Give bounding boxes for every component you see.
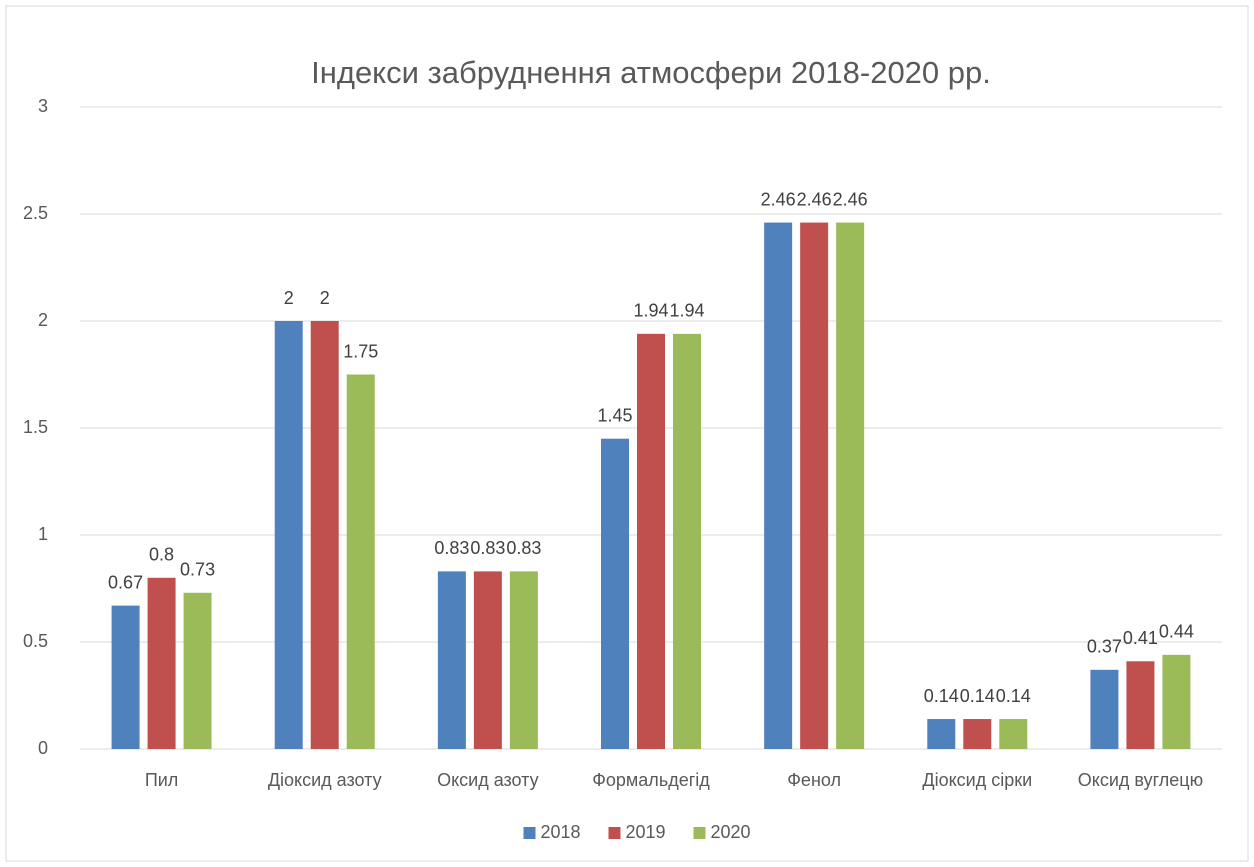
data-label: 0.83 [506, 538, 541, 558]
data-label: 0.44 [1159, 622, 1194, 642]
bar [274, 321, 303, 749]
data-label: 0.14 [996, 686, 1031, 706]
bar [437, 571, 466, 749]
data-label: 0.83 [470, 538, 505, 558]
data-label: 0.37 [1087, 637, 1122, 657]
data-label: 0.73 [180, 560, 215, 580]
data-label: 0.41 [1123, 628, 1158, 648]
data-label: 1.94 [633, 301, 668, 321]
x-tick-label: Оксид вуглецю [1078, 770, 1203, 790]
bar [509, 571, 538, 749]
legend-swatch [693, 827, 706, 839]
x-tick-label: Фенол [787, 770, 841, 790]
y-tick-label: 3 [38, 96, 48, 116]
data-label: 2.46 [761, 189, 796, 209]
bar [1126, 661, 1155, 749]
legend-label: 2018 [541, 822, 581, 842]
bar [147, 577, 176, 749]
x-tick-label: Діоксид сірки [922, 770, 1032, 790]
legend-label: 2019 [626, 822, 666, 842]
y-tick-label: 2 [38, 310, 48, 330]
data-label: 2.46 [833, 189, 868, 209]
legend-label: 2020 [711, 822, 751, 842]
legend-swatch [608, 827, 621, 839]
data-label: 1.75 [343, 341, 378, 361]
bar [473, 571, 502, 749]
data-label: 2 [320, 288, 330, 308]
data-label: 0.14 [960, 686, 995, 706]
bar [963, 719, 992, 749]
bar [836, 222, 865, 749]
data-label: 1.45 [597, 405, 632, 425]
bar [800, 222, 829, 749]
bar [183, 592, 212, 749]
bar [673, 333, 701, 749]
bar [601, 438, 629, 749]
y-tick-label: 0 [38, 738, 48, 758]
x-tick-label: Формальдегід [592, 770, 710, 790]
y-tick-label: 1 [38, 524, 48, 544]
y-tick-label: 0.5 [23, 631, 48, 651]
y-tick-label: 1.5 [23, 417, 48, 437]
bar [346, 374, 375, 749]
data-label: 0.14 [924, 686, 959, 706]
bar [637, 333, 665, 749]
chart-title: Індекси забруднення атмосфери 2018-2020 … [311, 55, 991, 90]
x-tick-label: Оксид азоту [437, 770, 539, 790]
legend-swatch [523, 827, 536, 839]
bar [310, 321, 339, 749]
x-tick-label: Діоксид азоту [268, 770, 382, 790]
bar [111, 605, 140, 749]
bar [1162, 654, 1191, 749]
bar [999, 719, 1028, 749]
data-label: 0.8 [149, 545, 174, 565]
data-label: 2.46 [797, 189, 832, 209]
bar [1090, 669, 1119, 749]
data-label: 0.83 [434, 538, 469, 558]
data-label: 1.94 [669, 301, 704, 321]
bar [927, 719, 956, 749]
data-label: 0.67 [108, 572, 143, 592]
bar [764, 222, 793, 749]
y-tick-label: 2.5 [23, 203, 48, 223]
data-label: 2 [284, 288, 294, 308]
x-tick-label: Пил [145, 770, 179, 790]
